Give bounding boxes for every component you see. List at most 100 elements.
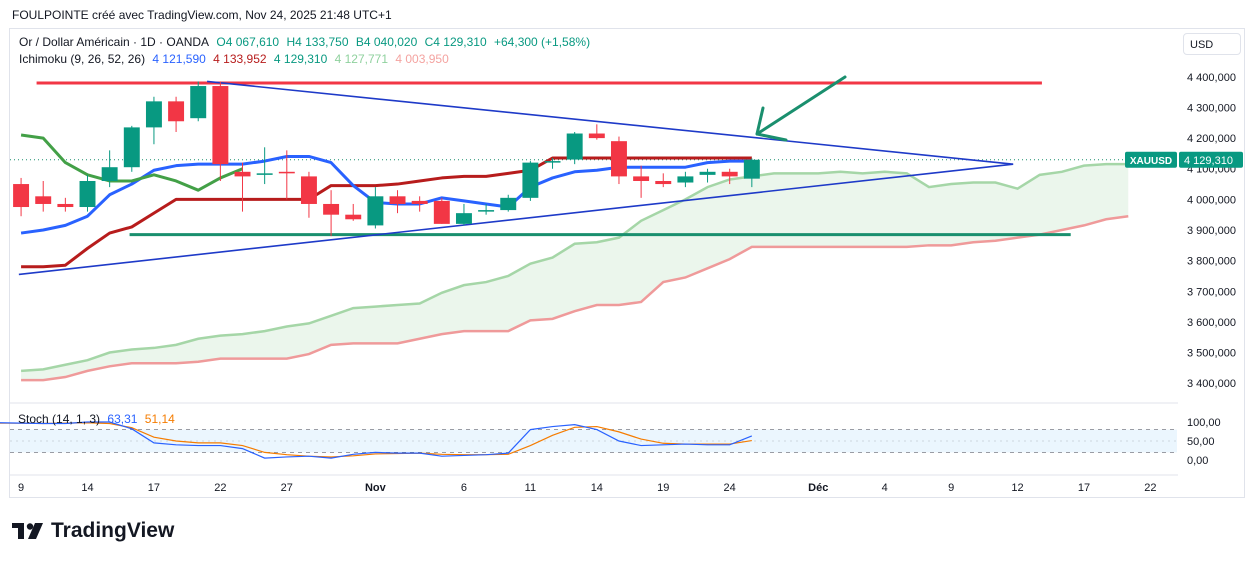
candle xyxy=(721,168,738,185)
candle-body xyxy=(500,197,517,211)
ichimoku-cloud xyxy=(10,159,1177,382)
candle xyxy=(633,165,650,198)
stoch-k-value: 63,31 xyxy=(107,412,138,426)
ichimoku-legend: Ichimoku (9, 26, 52, 26) 4 121,590 4 133… xyxy=(19,52,453,66)
ichimoku-span-b-value: 4 003,950 xyxy=(395,52,449,66)
candle-body xyxy=(699,171,716,175)
price-tick-label: 4 200,000 xyxy=(1187,133,1236,145)
candle xyxy=(212,81,229,181)
candle-body xyxy=(345,214,362,220)
ichimoku-conversion-value: 4 121,590 xyxy=(152,52,206,66)
candle xyxy=(699,168,716,183)
candle xyxy=(123,125,140,172)
price-tag-text: 4 129,310 xyxy=(1184,155,1233,167)
low-value: B4 040,020 xyxy=(355,35,418,49)
candle-body xyxy=(721,171,738,177)
stoch-pane: 100,00 50,00 0,00 xyxy=(0,402,1221,467)
stoch-k-line xyxy=(0,421,753,459)
candle xyxy=(588,124,605,140)
candle-body xyxy=(544,161,561,163)
currency-button[interactable]: USD xyxy=(1183,33,1241,55)
candle-body xyxy=(101,167,118,181)
open-value: O4 067,610 xyxy=(216,35,280,49)
candle xyxy=(145,96,162,145)
candle xyxy=(101,150,118,188)
candle-body xyxy=(13,184,30,208)
price-tags: XAUUSD 4 129,310 xyxy=(1125,151,1243,168)
candle xyxy=(13,177,30,217)
time-tick-label: 6 xyxy=(461,482,467,494)
time-tick-label: 17 xyxy=(1078,482,1090,494)
candle xyxy=(566,131,583,165)
symbol-name: Or / Dollar Américain · 1D · OANDA xyxy=(19,35,210,49)
high-value: H4 133,750 xyxy=(286,35,349,49)
candle xyxy=(433,197,450,224)
candle xyxy=(345,203,362,221)
symbol-tag-text: XAUUSD xyxy=(1130,156,1172,167)
close-value: C4 129,310 xyxy=(424,35,487,49)
stoch-d-value: 51,14 xyxy=(144,412,175,426)
candle-body xyxy=(35,196,52,204)
candle xyxy=(500,194,517,212)
candle-body xyxy=(234,171,251,177)
price-tick-label: 3 700,000 xyxy=(1187,286,1236,298)
candle xyxy=(522,161,539,201)
chart-header: FOULPOINTE créé avec TradingView.com, No… xyxy=(12,8,392,22)
price-tick-label: 4 400,000 xyxy=(1187,72,1236,84)
candle-body xyxy=(433,200,450,224)
horizontal-lines xyxy=(36,81,1071,237)
tradingview-logo: TradingView xyxy=(12,519,174,543)
chikou-line xyxy=(20,133,244,192)
lower-trend-line xyxy=(18,163,1014,276)
candle-body xyxy=(610,141,627,177)
time-tick-label: Déc xyxy=(808,482,828,494)
price-tick-label: 3 500,000 xyxy=(1187,348,1236,360)
candle-body xyxy=(743,159,760,179)
candle xyxy=(478,203,495,215)
tradingview-logo-text: TradingView xyxy=(51,519,175,542)
ichimoku-span-a-value: 4 127,771 xyxy=(334,52,389,66)
candle-body xyxy=(478,210,495,212)
tradingview-logo-icon xyxy=(12,523,43,539)
time-tick-label: 27 xyxy=(281,482,293,494)
change-value: +64,300 (+1,58%) xyxy=(494,35,591,49)
candle-body xyxy=(79,180,96,208)
time-tick-label: 4 xyxy=(882,482,888,494)
candle-body xyxy=(633,176,650,181)
candle-body xyxy=(168,101,185,122)
chart-frame xyxy=(9,28,1245,498)
candle xyxy=(168,96,185,132)
time-tick-label: 14 xyxy=(591,482,603,494)
arrow-annotation xyxy=(755,75,847,142)
annotations xyxy=(755,75,847,142)
candle xyxy=(411,196,428,212)
candle-body xyxy=(323,203,340,215)
candle xyxy=(455,203,472,226)
candle xyxy=(677,171,694,188)
trendlines xyxy=(18,80,1014,276)
time-tick-label: 19 xyxy=(657,482,669,494)
candle xyxy=(234,162,251,212)
stoch-tick-label: 50,00 xyxy=(1187,436,1215,448)
price-tick-label: 4 300,000 xyxy=(1187,102,1236,114)
candle xyxy=(743,158,760,188)
time-tick-label: 22 xyxy=(1144,482,1156,494)
time-tick-label: 12 xyxy=(1011,482,1023,494)
candle-body xyxy=(566,133,583,160)
span-b-line xyxy=(21,214,1129,382)
ichimoku-label: Ichimoku (9, 26, 52, 26) xyxy=(19,52,146,66)
candle-body xyxy=(212,86,229,165)
time-tick-label: 11 xyxy=(525,482,536,494)
stoch-tick-label: 0,00 xyxy=(1187,455,1208,467)
time-axis: 9 14 17 22 27 Nov 6 11 14 19 24 Déc 4 9 12 17 22 xyxy=(10,474,1178,494)
candle-body xyxy=(57,203,74,208)
candle-body xyxy=(588,133,605,139)
candle-body xyxy=(256,173,273,175)
candle-body xyxy=(123,127,140,168)
candle-body xyxy=(677,176,694,183)
kijun-line xyxy=(21,156,752,269)
candle-body xyxy=(278,171,295,174)
price-tick-label: 3 800,000 xyxy=(1187,256,1236,268)
